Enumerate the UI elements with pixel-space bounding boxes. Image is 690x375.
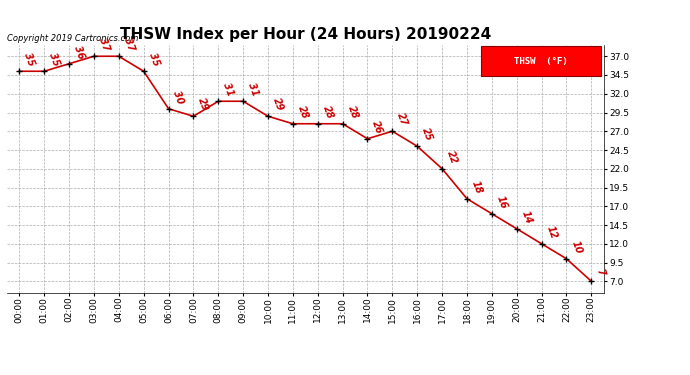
Text: 28: 28 [346,104,359,120]
Text: 16: 16 [495,194,509,210]
Text: 29: 29 [271,96,285,112]
FancyBboxPatch shape [482,46,601,76]
Text: Copyright 2019 Cartronics.com: Copyright 2019 Cartronics.com [7,33,138,42]
Text: 10: 10 [569,239,584,255]
Text: 35: 35 [147,51,161,68]
Text: THSW  (°F): THSW (°F) [514,57,568,66]
Text: 25: 25 [420,126,434,142]
Text: 28: 28 [321,104,335,120]
Text: 28: 28 [296,104,310,120]
Text: 22: 22 [445,149,459,165]
Text: 37: 37 [122,36,136,52]
Text: 14: 14 [520,209,533,225]
Text: 29: 29 [197,96,210,112]
Text: 35: 35 [47,51,61,68]
Text: 31: 31 [221,81,235,98]
Text: 18: 18 [470,179,484,195]
Text: 26: 26 [371,119,384,135]
Text: 37: 37 [97,36,111,52]
Text: 31: 31 [246,81,260,98]
Text: 30: 30 [172,89,186,105]
Text: 35: 35 [22,51,37,68]
Text: 7: 7 [594,268,606,278]
Text: 27: 27 [395,111,409,128]
Text: 12: 12 [544,224,559,240]
Text: 36: 36 [72,44,86,60]
Title: THSW Index per Hour (24 Hours) 20190224: THSW Index per Hour (24 Hours) 20190224 [119,27,491,42]
